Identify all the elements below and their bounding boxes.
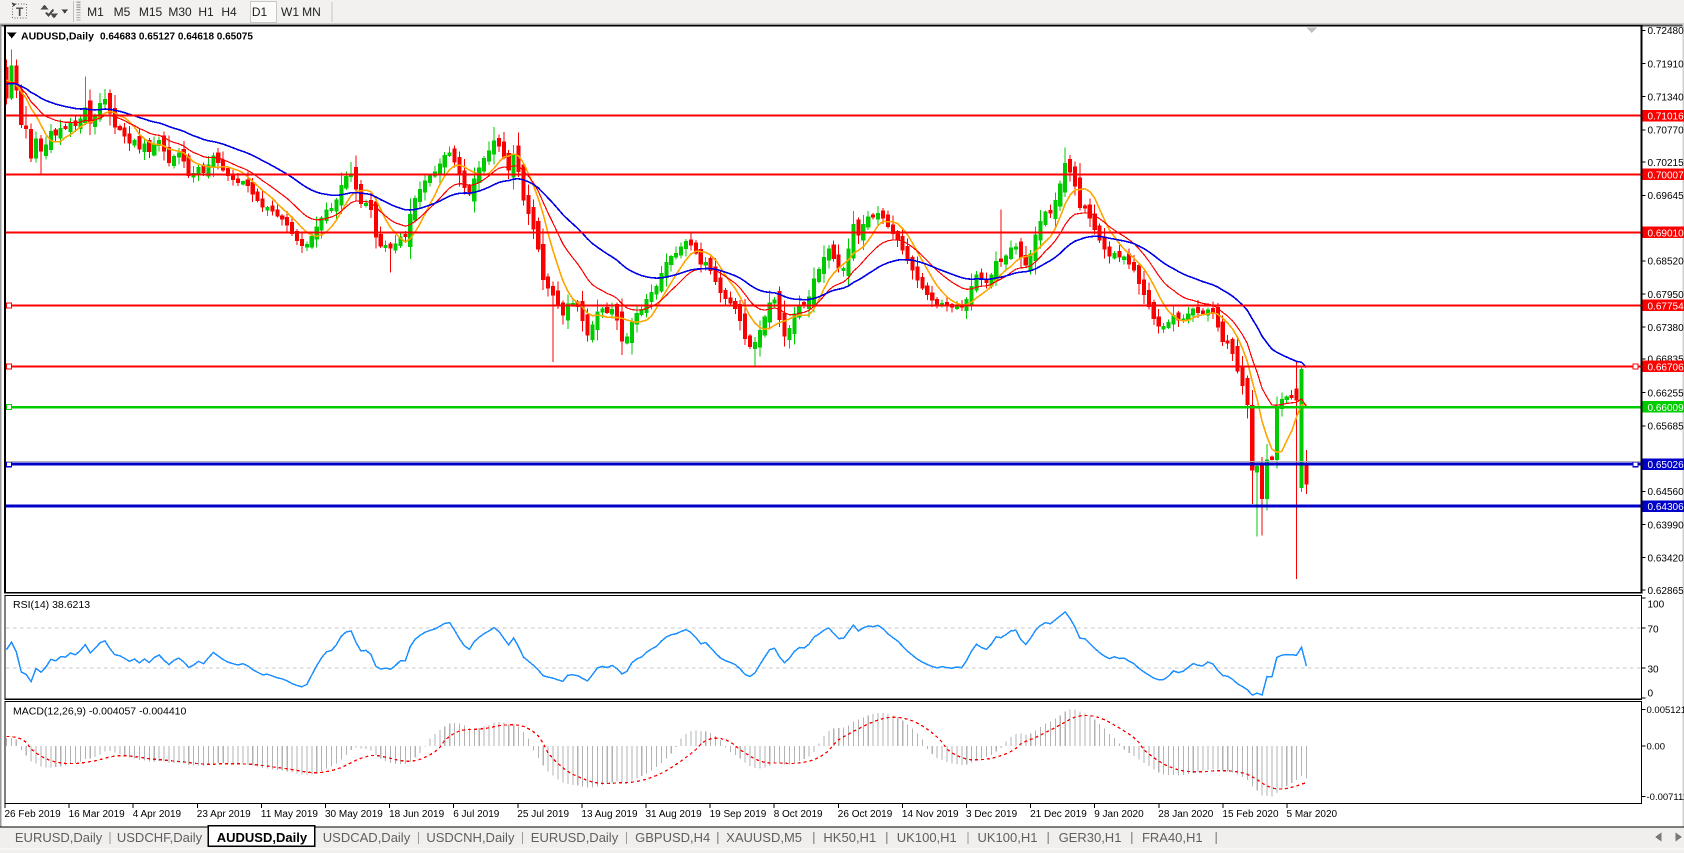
- svg-text:0.005121: 0.005121: [1647, 705, 1684, 716]
- svg-text:GBPUSD,H4: GBPUSD,H4: [635, 830, 710, 845]
- svg-text:MN: MN: [302, 5, 321, 19]
- svg-text:30 May 2019: 30 May 2019: [325, 809, 383, 820]
- svg-text:0.66706: 0.66706: [1648, 362, 1684, 373]
- svg-text:M5: M5: [114, 5, 131, 19]
- svg-text:AUDUSD,Daily: AUDUSD,Daily: [21, 31, 94, 43]
- svg-text:0.70215: 0.70215: [1648, 158, 1684, 169]
- svg-text:31 Aug 2019: 31 Aug 2019: [646, 809, 703, 820]
- svg-text:H4: H4: [221, 5, 237, 19]
- svg-text:0.64306: 0.64306: [1648, 502, 1684, 513]
- svg-text:D1: D1: [252, 5, 268, 19]
- svg-text:0.71016: 0.71016: [1648, 112, 1684, 123]
- svg-text:21 Dec 2019: 21 Dec 2019: [1030, 809, 1087, 820]
- svg-text:26 Feb 2019: 26 Feb 2019: [5, 809, 62, 820]
- svg-text:-0.007111: -0.007111: [1647, 792, 1684, 803]
- svg-text:13 Aug 2019: 13 Aug 2019: [581, 809, 638, 820]
- svg-text:FRA40,H1: FRA40,H1: [1142, 830, 1203, 845]
- svg-text:0.71340: 0.71340: [1648, 93, 1684, 104]
- svg-text:3 Dec 2019: 3 Dec 2019: [966, 809, 1018, 820]
- svg-text:16 Mar 2019: 16 Mar 2019: [69, 809, 126, 820]
- svg-text:18 Jun 2019: 18 Jun 2019: [389, 809, 444, 820]
- svg-text:26 Oct 2019: 26 Oct 2019: [838, 809, 893, 820]
- svg-text:M1: M1: [87, 5, 104, 19]
- svg-text:T: T: [16, 5, 24, 19]
- svg-text:0.67754: 0.67754: [1648, 301, 1684, 312]
- svg-text:4 Apr 2019: 4 Apr 2019: [133, 809, 182, 820]
- svg-text:0.67380: 0.67380: [1648, 323, 1684, 334]
- svg-text:0: 0: [1648, 688, 1654, 699]
- svg-text:AUDUSD,Daily: AUDUSD,Daily: [217, 830, 308, 845]
- svg-text:0.65026: 0.65026: [1648, 460, 1684, 471]
- svg-text:15 Feb 2020: 15 Feb 2020: [1222, 809, 1279, 820]
- svg-text:0.62865: 0.62865: [1648, 586, 1684, 597]
- svg-text:USDCHF,Daily: USDCHF,Daily: [117, 830, 203, 845]
- svg-text:0.66835: 0.66835: [1648, 355, 1684, 366]
- svg-text:0.68520: 0.68520: [1648, 257, 1684, 268]
- svg-text:0.70007: 0.70007: [1648, 170, 1684, 181]
- svg-text:USDCNH,Daily: USDCNH,Daily: [426, 830, 515, 845]
- svg-text:23 Apr 2019: 23 Apr 2019: [197, 809, 251, 820]
- svg-text:0.70770: 0.70770: [1648, 126, 1684, 137]
- svg-text:14 Nov 2019: 14 Nov 2019: [902, 809, 959, 820]
- svg-text:0.64560: 0.64560: [1648, 487, 1684, 498]
- svg-text:MACD(12,26,9) -0.004057 -0.004: MACD(12,26,9) -0.004057 -0.004410: [13, 706, 187, 718]
- svg-text:0.69010: 0.69010: [1648, 228, 1684, 239]
- svg-text:0.64683 0.65127 0.64618 0.6507: 0.64683 0.65127 0.64618 0.65075: [100, 32, 253, 43]
- svg-text:28 Jan 2020: 28 Jan 2020: [1158, 809, 1213, 820]
- svg-text:0.63990: 0.63990: [1648, 520, 1684, 531]
- svg-text:M15: M15: [139, 5, 163, 19]
- svg-text:0.69645: 0.69645: [1648, 191, 1684, 202]
- svg-text:100: 100: [1648, 599, 1665, 610]
- svg-text:0.00: 0.00: [1647, 741, 1666, 752]
- svg-text:6 Jul 2019: 6 Jul 2019: [453, 809, 500, 820]
- svg-text:19 Sep 2019: 19 Sep 2019: [710, 809, 767, 820]
- svg-text:USDCAD,Daily: USDCAD,Daily: [323, 830, 411, 845]
- svg-text:EURUSD,Daily: EURUSD,Daily: [15, 830, 103, 845]
- svg-text:5 Mar 2020: 5 Mar 2020: [1287, 809, 1338, 820]
- svg-text:GER30,H1: GER30,H1: [1059, 830, 1122, 845]
- svg-text:11 May 2019: 11 May 2019: [261, 809, 319, 820]
- svg-text:0.72480: 0.72480: [1648, 26, 1684, 37]
- svg-text:UK100,H1: UK100,H1: [978, 830, 1038, 845]
- svg-text:9 Jan 2020: 9 Jan 2020: [1094, 809, 1144, 820]
- svg-text:W1: W1: [281, 5, 299, 19]
- svg-text:HK50,H1: HK50,H1: [823, 830, 876, 845]
- svg-text:EURUSD,Daily: EURUSD,Daily: [531, 830, 619, 845]
- svg-text:0.66009: 0.66009: [1648, 403, 1684, 414]
- svg-text:RSI(14) 38.6213: RSI(14) 38.6213: [13, 599, 90, 611]
- svg-text:0.63420: 0.63420: [1648, 554, 1684, 565]
- svg-text:M30: M30: [168, 5, 192, 19]
- svg-text:XAUUSD,M5: XAUUSD,M5: [726, 830, 802, 845]
- svg-text:0.65685: 0.65685: [1648, 422, 1684, 433]
- svg-text:0.71910: 0.71910: [1648, 59, 1684, 70]
- svg-text:30: 30: [1648, 664, 1660, 675]
- svg-text:0.66255: 0.66255: [1648, 389, 1684, 400]
- svg-text:H1: H1: [198, 5, 214, 19]
- svg-text:UK100,H1: UK100,H1: [897, 830, 957, 845]
- svg-text:70: 70: [1648, 624, 1660, 635]
- svg-text:0.67950: 0.67950: [1648, 290, 1684, 301]
- svg-text:25 Jul 2019: 25 Jul 2019: [517, 809, 569, 820]
- svg-text:8 Oct 2019: 8 Oct 2019: [774, 809, 823, 820]
